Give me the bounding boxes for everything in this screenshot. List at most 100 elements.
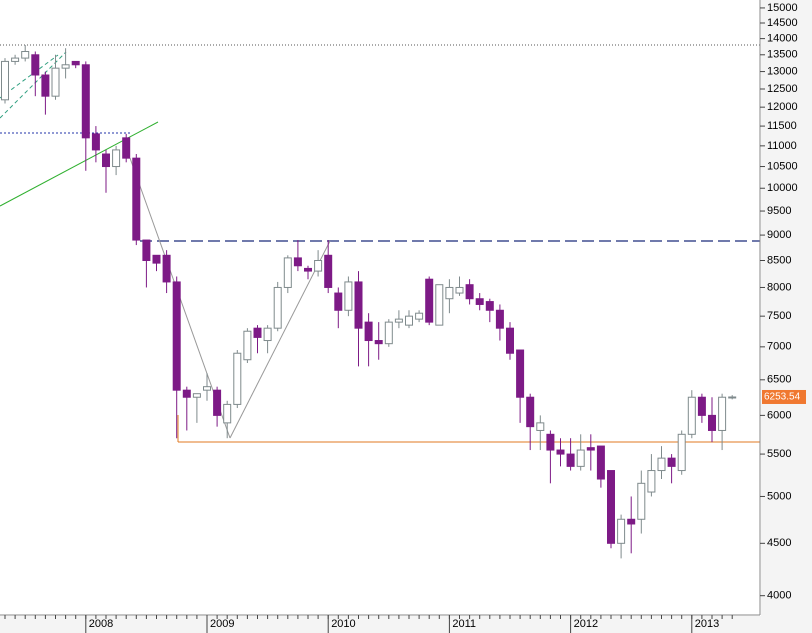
y-tick-label: 14000 xyxy=(767,33,798,45)
candle-body xyxy=(556,449,565,455)
candle-body xyxy=(708,414,716,431)
candle-body xyxy=(485,301,494,311)
y-tick-label: 8500 xyxy=(767,254,791,266)
candle-body xyxy=(11,57,20,62)
candle-body xyxy=(71,60,80,66)
candle-body xyxy=(465,284,474,300)
candle-body xyxy=(647,470,656,493)
y-tick-label: 4000 xyxy=(767,590,791,602)
candle-body xyxy=(697,396,706,416)
candle-body xyxy=(667,457,676,467)
candle-body xyxy=(718,396,727,431)
candle-body xyxy=(293,257,302,267)
y-tick-label: 4500 xyxy=(767,537,791,549)
candle-body xyxy=(607,470,615,544)
y-axis-panel xyxy=(761,0,812,633)
candle-body xyxy=(405,315,413,326)
candle-body xyxy=(162,254,171,283)
candle-body xyxy=(273,286,282,329)
candle-body xyxy=(132,157,141,241)
y-tick-label: 14500 xyxy=(767,17,798,29)
candle-body xyxy=(233,352,242,405)
x-tick-label: 2013 xyxy=(695,618,719,630)
candle-body xyxy=(364,321,373,342)
candle-body xyxy=(506,327,514,354)
y-tick-label: 11000 xyxy=(767,140,797,152)
candle-body xyxy=(576,449,585,467)
candle-body xyxy=(687,396,696,435)
candle-body xyxy=(334,292,343,311)
candle-body xyxy=(394,318,403,323)
candle-body xyxy=(253,327,262,338)
x-axis-panel xyxy=(0,616,761,633)
candle-body xyxy=(344,281,353,311)
candle-body xyxy=(455,286,464,294)
y-tick-label: 6000 xyxy=(767,409,791,421)
x-tick-label: 2008 xyxy=(89,618,113,630)
candle-body xyxy=(586,447,595,451)
candle-body xyxy=(374,340,383,345)
candle-body xyxy=(122,137,131,159)
y-tick-label: 9000 xyxy=(767,229,791,241)
candle-body xyxy=(243,330,252,361)
x-tick-label: 2011 xyxy=(452,618,476,630)
trend-line xyxy=(229,240,331,439)
y-tick-label: 5500 xyxy=(767,448,791,460)
last-price-label: 6253.54 xyxy=(764,392,801,403)
candle-body xyxy=(617,518,626,544)
trend-line xyxy=(0,121,159,207)
candle-body xyxy=(213,389,222,416)
candle-body xyxy=(1,60,9,101)
y-tick-label: 11500 xyxy=(767,120,797,132)
candle-body xyxy=(172,281,181,391)
candle-body xyxy=(223,403,232,424)
candle-body xyxy=(657,457,666,472)
y-tick-label: 12000 xyxy=(767,101,798,113)
candle-body xyxy=(445,286,454,300)
candle-body xyxy=(112,149,121,168)
candle-body xyxy=(142,239,151,262)
candle-body xyxy=(31,54,40,76)
x-tick-label: 2009 xyxy=(210,618,234,630)
candle-body xyxy=(415,312,424,320)
channel-line xyxy=(0,54,59,99)
y-tick-label: 7000 xyxy=(767,341,791,353)
candle-body xyxy=(283,257,292,288)
candle-body xyxy=(152,254,161,264)
candle-body xyxy=(677,433,686,472)
y-tick-label: 12500 xyxy=(767,83,798,95)
candle-body xyxy=(354,281,363,329)
candle-body xyxy=(627,518,636,525)
candle-body xyxy=(314,260,323,272)
candle-body xyxy=(263,327,272,342)
candle-body xyxy=(41,74,50,97)
candle-body xyxy=(182,389,191,398)
y-tick-label: 13000 xyxy=(767,65,798,77)
plot-area xyxy=(0,44,760,559)
candle-body xyxy=(91,133,100,151)
y-tick-label: 10000 xyxy=(767,182,798,194)
candle-body xyxy=(102,153,110,168)
y-tick-label: 15000 xyxy=(767,2,798,14)
candle-body xyxy=(495,309,504,329)
candle-body xyxy=(526,396,535,428)
candle-body xyxy=(304,267,312,272)
candle-body xyxy=(516,349,525,398)
candle-body xyxy=(728,396,737,399)
y-tick-label: 8000 xyxy=(767,281,791,293)
candle-body xyxy=(384,321,393,345)
candle-body xyxy=(51,67,60,97)
candle-body xyxy=(61,64,70,69)
candle-body xyxy=(566,453,575,467)
candle-body xyxy=(324,254,333,288)
candle-body xyxy=(536,422,545,431)
y-tick-label: 9500 xyxy=(767,205,791,217)
candle-body xyxy=(596,445,605,480)
y-tick-label: 6500 xyxy=(767,374,791,386)
y-tick-label: 5000 xyxy=(767,490,791,502)
y-tick-label: 13500 xyxy=(767,49,798,61)
y-tick-label: 7500 xyxy=(767,310,791,322)
candle-body xyxy=(21,51,30,59)
